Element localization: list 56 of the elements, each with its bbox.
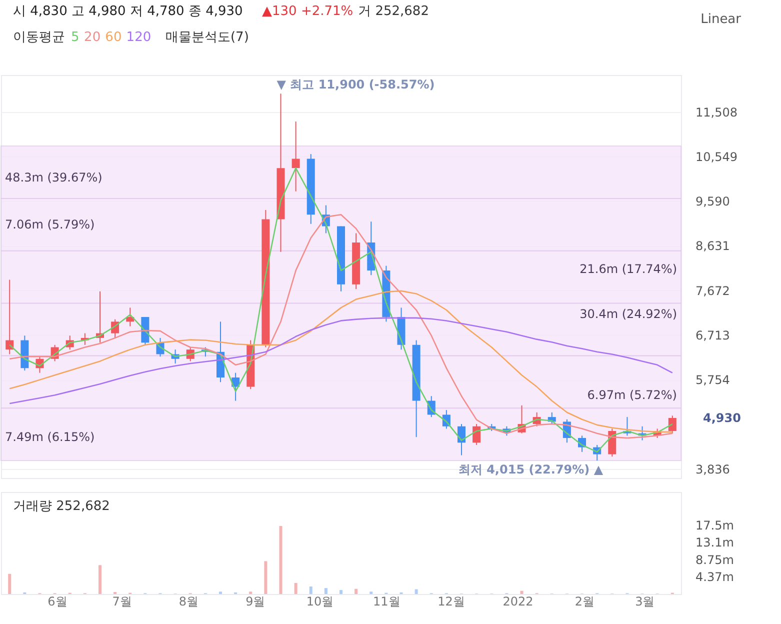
y-tick-label: 8,631 — [696, 239, 730, 254]
text: ▲130 +2.71% — [262, 4, 354, 19]
y-tick-label: 10,549 — [696, 150, 738, 164]
text: 120 — [126, 30, 152, 45]
x-tick-label: 8월 — [178, 594, 199, 608]
candlestick — [292, 121, 300, 192]
bar — [8, 574, 12, 594]
band-label: 7.49m (6.15%) — [5, 430, 95, 444]
legend-title: 이동평균 — [13, 30, 65, 45]
x-tick-label: 6월 — [48, 594, 68, 608]
text: Linear — [700, 12, 742, 27]
y-tick-label: 9,590 — [696, 194, 730, 209]
x-tick-label: 11월 — [373, 594, 400, 608]
y-tick-label: 13.1m — [696, 536, 734, 550]
band-label: 6.97m (5.72%) — [587, 388, 677, 402]
bar — [294, 582, 298, 594]
y-tick-label: 4.37m — [696, 570, 734, 584]
bar — [98, 565, 102, 594]
band-label: 7.06m (5.79%) — [5, 218, 95, 232]
y-tick-label: 17.5m — [696, 518, 734, 532]
band-label: 30.4m (24.92%) — [580, 306, 677, 321]
text: 매물분석도(7) — [165, 30, 249, 45]
band-label: 48.3m (39.67%) — [5, 170, 102, 184]
candlestick — [668, 415, 676, 434]
text: 거래량 252,682 — [13, 499, 110, 514]
text: 4,930 — [703, 410, 741, 425]
bar — [520, 590, 524, 594]
annotation: ▼ 최고 11,900 (-58.57%) — [276, 78, 435, 92]
x-tick-label: 12월 — [438, 594, 465, 608]
y-tick-label: 6,713 — [696, 328, 730, 342]
text: 20 — [84, 30, 101, 45]
x-tick-label: 2월 — [574, 594, 594, 608]
x-tick-label: 7월 — [112, 594, 132, 608]
bar — [309, 586, 312, 594]
y-tick-label: 3,836 — [696, 462, 730, 476]
annotation: 최저 4,015 (22.79%) ▲ — [458, 462, 604, 477]
bar — [340, 590, 342, 594]
bar — [264, 561, 268, 594]
y-tick-label: 7,672 — [696, 284, 730, 298]
candlestick — [472, 424, 481, 446]
bar — [324, 588, 328, 594]
x-tick-label: 2022 — [502, 594, 534, 608]
y-tick-label: 11,508 — [696, 105, 738, 120]
x-tick-label: 10월 — [306, 594, 334, 608]
x-tick-label: 9월 — [246, 594, 266, 608]
bar — [354, 588, 358, 594]
x-tick-label: 3월 — [635, 594, 655, 608]
y-tick-label: 5,754 — [696, 373, 730, 388]
chart-title: 시 4,830 고 4,980 저 4,780 종 4,930 — [13, 4, 243, 19]
bar — [414, 589, 418, 594]
bar — [279, 526, 282, 594]
text: 60 — [105, 30, 122, 45]
text: 거 252,682 — [358, 4, 429, 19]
text: 5 — [71, 30, 80, 45]
band-label: 21.6m (17.74%) — [580, 262, 677, 276]
y-tick-label: 8.75m — [696, 552, 734, 567]
